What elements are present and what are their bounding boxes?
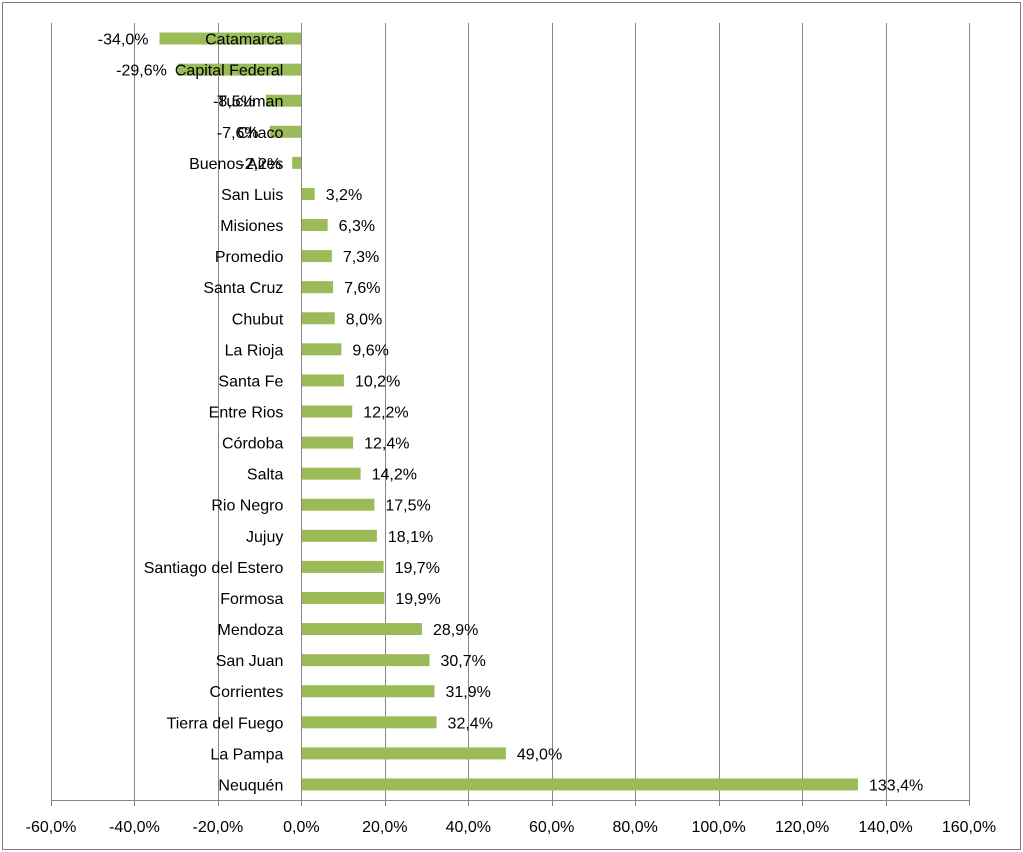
category-label: Tucuman (217, 94, 283, 111)
data-label: -2,2% (239, 156, 281, 173)
bar (301, 716, 437, 729)
data-label: 12,2% (363, 405, 408, 422)
category-label: Entre Rios (209, 405, 284, 422)
category-label: Corrientes (210, 684, 284, 701)
data-label: 28,9% (433, 622, 478, 639)
bar (301, 219, 328, 232)
category-label: Promedio (215, 249, 284, 266)
category-label: Chubut (232, 311, 284, 328)
data-label: 10,2% (355, 373, 400, 390)
category-label: Neuquén (218, 777, 283, 794)
bar (301, 187, 315, 200)
bar (301, 529, 377, 542)
bar (159, 32, 302, 45)
data-label: 17,5% (385, 498, 430, 515)
x-tick-label: 160,0% (942, 819, 996, 836)
category-label: Santiago del Estero (144, 560, 284, 577)
data-label: -29,6% (116, 63, 167, 80)
bar (301, 560, 384, 573)
category-label: Chaco (237, 125, 283, 142)
category-label: Santa Fe (218, 373, 283, 390)
bar (301, 281, 334, 294)
category-label: San Luis (221, 187, 283, 204)
bar (301, 374, 344, 387)
category-label: Capital Federal (175, 63, 284, 80)
bar (265, 94, 302, 107)
data-label: 3,2% (326, 187, 362, 204)
category-label: La Rioja (225, 342, 284, 359)
bar (177, 63, 302, 76)
data-label: 6,3% (339, 218, 375, 235)
category-label: Mendoza (218, 622, 284, 639)
category-label: Tierra del Fuego (167, 715, 284, 732)
x-tick-label: 120,0% (775, 819, 829, 836)
bar (301, 405, 353, 418)
bar (301, 654, 430, 667)
x-tick-label: -60,0% (26, 819, 77, 836)
data-label: -7,6% (217, 125, 259, 142)
data-label: 30,7% (440, 653, 485, 670)
x-tick-label: -40,0% (109, 819, 160, 836)
data-label: 32,4% (448, 715, 493, 732)
data-label: 7,6% (344, 280, 380, 297)
bar (301, 591, 385, 604)
x-tick-label: 60,0% (529, 819, 574, 836)
x-tick-label: 0,0% (283, 819, 319, 836)
category-label: Rio Negro (211, 498, 283, 515)
data-label: 12,4% (364, 436, 409, 453)
data-label: 133,4% (869, 777, 923, 794)
x-tick-label: 100,0% (692, 819, 746, 836)
category-label: Jujuy (246, 529, 283, 546)
category-label: San Juan (216, 653, 284, 670)
bar (301, 778, 859, 791)
category-label: Formosa (220, 591, 283, 608)
bar (301, 498, 375, 511)
bar (301, 436, 354, 449)
category-label: Salta (247, 467, 284, 484)
data-label: 14,2% (372, 467, 417, 484)
category-label: Misiones (220, 218, 283, 235)
bar (301, 685, 435, 698)
bar (301, 343, 342, 356)
data-label: 31,9% (445, 684, 490, 701)
data-label: -8,5% (213, 94, 255, 111)
data-label: -34,0% (98, 32, 149, 49)
bar (301, 312, 335, 325)
bar (301, 250, 332, 263)
category-label: Catamarca (205, 32, 283, 49)
bar (301, 623, 422, 636)
category-label: Buenos Aires (189, 156, 283, 173)
category-label: La Pampa (210, 746, 283, 763)
data-label: 9,6% (352, 342, 388, 359)
data-label: 19,9% (395, 591, 440, 608)
data-label: 49,0% (517, 746, 562, 763)
x-tick-label: -20,0% (193, 819, 244, 836)
bar (301, 467, 361, 480)
bar (292, 156, 302, 169)
bar (301, 747, 506, 760)
data-label: 18,1% (388, 529, 433, 546)
x-tick-label: 140,0% (858, 819, 912, 836)
data-label: 19,7% (395, 560, 440, 577)
bar (269, 125, 302, 138)
x-tick-label: 80,0% (612, 819, 657, 836)
data-label: 7,3% (343, 249, 379, 266)
x-tick-label: 40,0% (446, 819, 491, 836)
category-label: Santa Cruz (203, 280, 283, 297)
category-label: Córdoba (222, 436, 283, 453)
data-label: 8,0% (346, 311, 382, 328)
x-tick-label: 20,0% (362, 819, 407, 836)
